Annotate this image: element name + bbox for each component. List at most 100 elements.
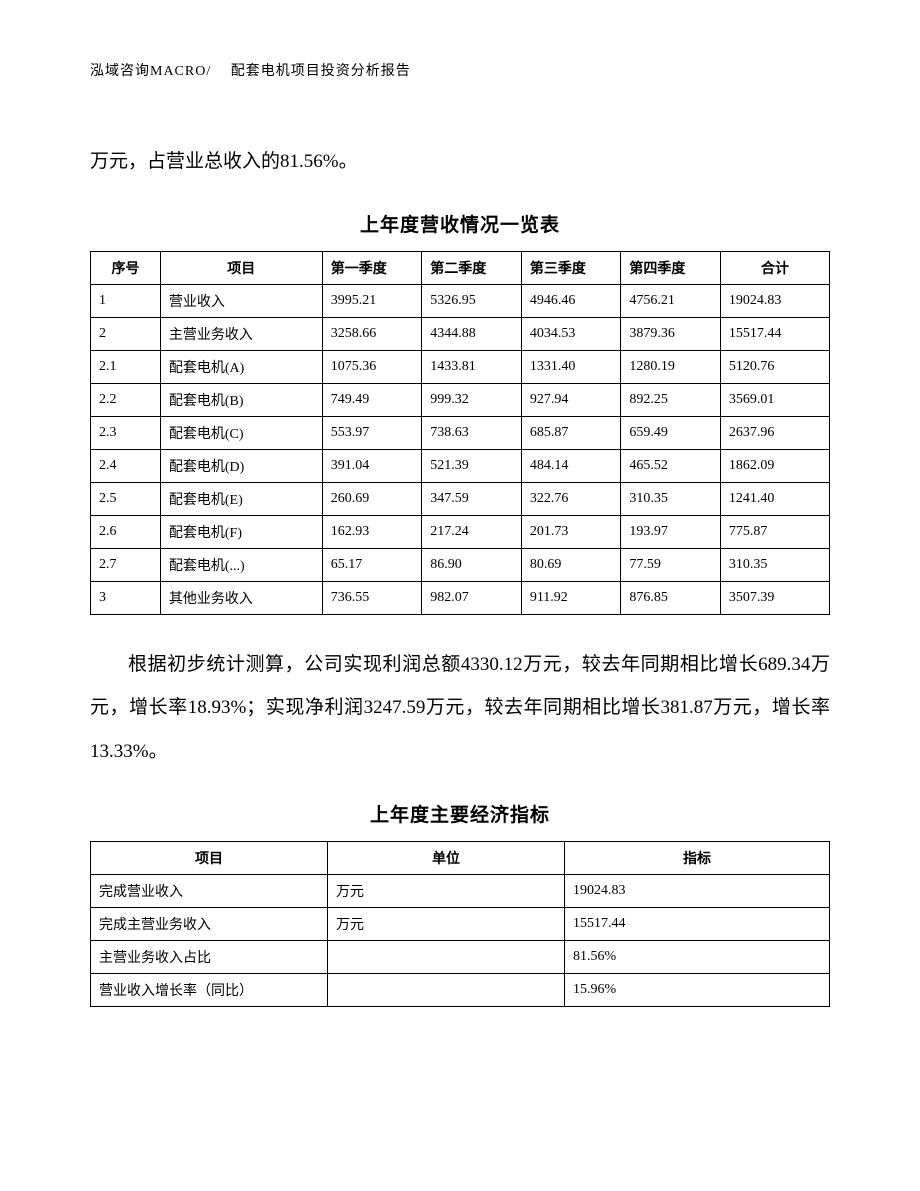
table-cell: 1075.36 xyxy=(322,350,422,383)
table-cell: 4756.21 xyxy=(621,284,721,317)
table-cell: 685.87 xyxy=(521,416,621,449)
table-cell: 2.2 xyxy=(91,383,161,416)
col-header-q3: 第三季度 xyxy=(521,251,621,284)
table-cell: 主营业务收入占比 xyxy=(91,940,328,973)
table-cell: 310.35 xyxy=(621,482,721,515)
table-cell: 2.1 xyxy=(91,350,161,383)
table-cell: 3 xyxy=(91,581,161,614)
table-cell: 999.32 xyxy=(422,383,522,416)
col-header-item: 项目 xyxy=(160,251,322,284)
table-cell: 322.76 xyxy=(521,482,621,515)
table-cell: 19024.83 xyxy=(565,874,830,907)
table1-body: 1营业收入3995.215326.954946.464756.2119024.8… xyxy=(91,284,830,614)
table-cell: 配套电机(A) xyxy=(160,350,322,383)
col-header-unit: 单位 xyxy=(328,841,565,874)
col-header-indicator: 指标 xyxy=(565,841,830,874)
table-cell: 万元 xyxy=(328,907,565,940)
table-cell: 521.39 xyxy=(422,449,522,482)
col-header-q2: 第二季度 xyxy=(422,251,522,284)
table-cell: 465.52 xyxy=(621,449,721,482)
table-row: 主营业务收入占比 81.56% xyxy=(91,940,830,973)
table-cell: 81.56% xyxy=(565,940,830,973)
table-cell: 1241.40 xyxy=(720,482,829,515)
table-row: 2.3配套电机(C)553.97738.63685.87659.492637.9… xyxy=(91,416,830,449)
table-cell: 775.87 xyxy=(720,515,829,548)
table-cell: 86.90 xyxy=(422,548,522,581)
table-cell: 201.73 xyxy=(521,515,621,548)
table-cell: 配套电机(...) xyxy=(160,548,322,581)
col-header-item: 项目 xyxy=(91,841,328,874)
table-cell: 193.97 xyxy=(621,515,721,548)
table-cell: 15.96% xyxy=(565,973,830,1006)
table-cell: 553.97 xyxy=(322,416,422,449)
table-row: 2.5配套电机(E)260.69347.59322.76310.351241.4… xyxy=(91,482,830,515)
table-cell: 65.17 xyxy=(322,548,422,581)
table-cell: 营业收入 xyxy=(160,284,322,317)
table-cell: 77.59 xyxy=(621,548,721,581)
table-cell: 80.69 xyxy=(521,548,621,581)
table-cell: 4344.88 xyxy=(422,317,522,350)
paragraph-2: 根据初步统计测算，公司实现利润总额4330.12万元，较去年同期相比增长689.… xyxy=(90,643,830,774)
table-row: 2主营业务收入3258.664344.884034.533879.3615517… xyxy=(91,317,830,350)
col-header-q4: 第四季度 xyxy=(621,251,721,284)
table-row: 3其他业务收入736.55982.07911.92876.853507.39 xyxy=(91,581,830,614)
page: 泓域咨询MACRO/ 配套电机项目投资分析报告 万元，占营业总收入的81.56%… xyxy=(0,0,920,1191)
table-row: 1营业收入3995.215326.954946.464756.2119024.8… xyxy=(91,284,830,317)
table-cell: 736.55 xyxy=(322,581,422,614)
document-header: 泓域咨询MACRO/ 配套电机项目投资分析报告 xyxy=(90,60,830,80)
table-cell: 1862.09 xyxy=(720,449,829,482)
table-cell: 260.69 xyxy=(322,482,422,515)
table-cell: 2.6 xyxy=(91,515,161,548)
table-row: 2.7配套电机(...)65.1786.9080.6977.59310.35 xyxy=(91,548,830,581)
table2-body: 完成营业收入万元19024.83完成主营业务收入万元15517.44主营业务收入… xyxy=(91,874,830,1006)
table-cell: 4034.53 xyxy=(521,317,621,350)
table-cell: 3569.01 xyxy=(720,383,829,416)
table-cell: 配套电机(F) xyxy=(160,515,322,548)
table-cell: 2637.96 xyxy=(720,416,829,449)
table-cell: 配套电机(E) xyxy=(160,482,322,515)
table1-title: 上年度营收情况一览表 xyxy=(90,210,830,237)
table-cell: 3995.21 xyxy=(322,284,422,317)
table-cell: 3879.36 xyxy=(621,317,721,350)
table-cell: 配套电机(C) xyxy=(160,416,322,449)
col-header-total: 合计 xyxy=(720,251,829,284)
table-cell: 659.49 xyxy=(621,416,721,449)
table-cell: 15517.44 xyxy=(720,317,829,350)
table-cell: 217.24 xyxy=(422,515,522,548)
table-row: 2.2配套电机(B)749.49999.32927.94892.253569.0… xyxy=(91,383,830,416)
table-cell xyxy=(328,940,565,973)
table-cell: 3507.39 xyxy=(720,581,829,614)
table-cell: 5326.95 xyxy=(422,284,522,317)
table-cell: 738.63 xyxy=(422,416,522,449)
table-cell: 391.04 xyxy=(322,449,422,482)
table-cell: 营业收入增长率（同比） xyxy=(91,973,328,1006)
table-cell: 5120.76 xyxy=(720,350,829,383)
table-cell: 162.93 xyxy=(322,515,422,548)
table-cell: 1 xyxy=(91,284,161,317)
table-cell: 主营业务收入 xyxy=(160,317,322,350)
economic-indicators-table: 项目 单位 指标 完成营业收入万元19024.83完成主营业务收入万元15517… xyxy=(90,841,830,1007)
table-cell: 982.07 xyxy=(422,581,522,614)
col-header-seq: 序号 xyxy=(91,251,161,284)
table-cell: 配套电机(B) xyxy=(160,383,322,416)
table-row: 2.6配套电机(F)162.93217.24201.73193.97775.87 xyxy=(91,515,830,548)
revenue-overview-table: 序号 项目 第一季度 第二季度 第三季度 第四季度 合计 1营业收入3995.2… xyxy=(90,251,830,615)
table-cell: 其他业务收入 xyxy=(160,581,322,614)
table-cell: 19024.83 xyxy=(720,284,829,317)
table-cell: 347.59 xyxy=(422,482,522,515)
table-cell: 2.4 xyxy=(91,449,161,482)
table-header-row: 项目 单位 指标 xyxy=(91,841,830,874)
table-cell: 2.5 xyxy=(91,482,161,515)
table-row: 2.1配套电机(A)1075.361433.811331.401280.1951… xyxy=(91,350,830,383)
table-cell: 15517.44 xyxy=(565,907,830,940)
table-cell: 1433.81 xyxy=(422,350,522,383)
table-cell: 876.85 xyxy=(621,581,721,614)
table2-title: 上年度主要经济指标 xyxy=(90,800,830,827)
table-row: 完成营业收入万元19024.83 xyxy=(91,874,830,907)
table-cell: 749.49 xyxy=(322,383,422,416)
table-cell: 配套电机(D) xyxy=(160,449,322,482)
table-cell: 310.35 xyxy=(720,548,829,581)
table-row: 2.4配套电机(D)391.04521.39484.14465.521862.0… xyxy=(91,449,830,482)
table-cell: 2.3 xyxy=(91,416,161,449)
table-row: 营业收入增长率（同比） 15.96% xyxy=(91,973,830,1006)
